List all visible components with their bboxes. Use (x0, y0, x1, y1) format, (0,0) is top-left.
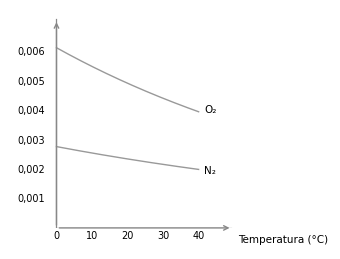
Text: O₂: O₂ (204, 105, 216, 115)
Text: Temperatura (°C): Temperatura (°C) (238, 235, 328, 245)
Text: N₂: N₂ (204, 166, 216, 176)
